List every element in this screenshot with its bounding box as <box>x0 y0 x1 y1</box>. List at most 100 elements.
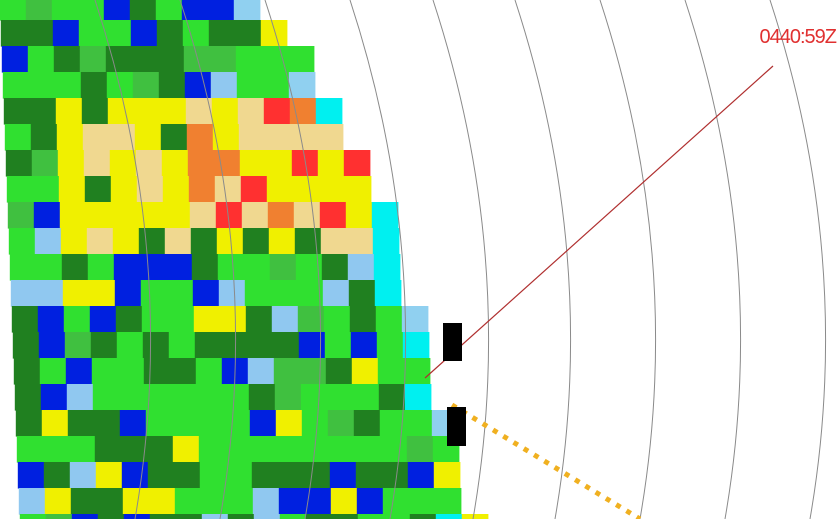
radar-cell <box>349 306 377 333</box>
radar-cell <box>81 98 109 125</box>
radar-cell <box>146 436 174 463</box>
radar-cell <box>405 410 433 437</box>
radar-cell <box>31 150 59 177</box>
radar-cell <box>246 332 274 359</box>
radar-cell <box>315 98 343 125</box>
radar-cell <box>12 332 40 359</box>
radar-cell <box>201 514 229 519</box>
radar-cell <box>434 488 462 515</box>
radar-cell <box>374 280 402 307</box>
radar-cell <box>71 514 99 519</box>
radar-cell <box>159 98 187 125</box>
radar-cell <box>59 202 87 229</box>
radar-cell <box>322 280 350 307</box>
radar-cell <box>253 514 281 519</box>
radar-cell <box>318 176 346 203</box>
forecast-path <box>450 402 642 519</box>
radar-cell <box>38 332 66 359</box>
radar-cell <box>190 228 218 255</box>
radar-cell <box>193 306 221 333</box>
radar-cell <box>242 228 270 255</box>
radar-cell <box>403 358 431 385</box>
radar-cell <box>249 410 277 437</box>
radar-cell <box>130 20 158 47</box>
radar-cell <box>67 410 95 437</box>
radar-cell <box>61 254 89 281</box>
track-line <box>424 65 774 379</box>
radar-cell <box>32 176 60 203</box>
radar-cell <box>250 436 278 463</box>
radar-cell <box>354 436 382 463</box>
radar-cell <box>115 306 143 333</box>
radar-cell <box>262 72 290 99</box>
radar-cell <box>120 436 148 463</box>
radar-cell <box>238 124 266 151</box>
radar-cell <box>143 358 171 385</box>
radar-cell <box>274 384 302 411</box>
radar-cell <box>69 462 97 489</box>
radar-cell <box>408 488 436 515</box>
radar-cell <box>402 332 430 359</box>
radar-cell <box>209 46 237 73</box>
radar-cell <box>165 254 193 281</box>
radar-cell <box>53 46 81 73</box>
radar-cell <box>375 306 403 333</box>
radar-cell <box>70 488 98 515</box>
radar-cell <box>248 384 276 411</box>
radar-cell <box>82 124 110 151</box>
radar-cell <box>8 228 36 255</box>
radar-cell <box>28 72 56 99</box>
radar-cell <box>83 150 111 177</box>
range-ring <box>179 0 237 519</box>
radar-cell <box>346 228 374 255</box>
radar-cell <box>52 20 80 47</box>
radar-cell <box>145 410 173 437</box>
range-ring <box>349 0 407 519</box>
radar-cell <box>118 384 146 411</box>
radar-cell <box>123 514 151 519</box>
radar-cell <box>33 202 61 229</box>
radar-cell <box>187 150 215 177</box>
radar-cell <box>103 0 131 21</box>
radar-cell <box>371 202 399 229</box>
radar-cell <box>217 254 245 281</box>
radar-cell <box>78 20 106 47</box>
radar-cell <box>104 20 132 47</box>
radar-cell <box>319 202 347 229</box>
radar-cell <box>18 488 46 515</box>
radar-cell <box>184 72 212 99</box>
radar-cell <box>156 20 184 47</box>
marker-cell <box>447 407 466 446</box>
radar-cell <box>208 20 236 47</box>
radar-cell <box>276 436 304 463</box>
radar-cell <box>88 280 116 307</box>
radar-cell <box>227 514 255 519</box>
radar-cell <box>356 488 384 515</box>
radar-cell <box>44 488 72 515</box>
radar-cell <box>236 72 264 99</box>
radar-cell <box>181 0 209 21</box>
radar-cell <box>43 462 71 489</box>
radar-cell <box>37 306 65 333</box>
radar-cell <box>158 72 186 99</box>
radar-cell <box>77 0 105 21</box>
radar-cell <box>11 306 39 333</box>
radar-cell <box>382 488 410 515</box>
radar-cell <box>29 98 57 125</box>
radar-cell <box>277 462 305 489</box>
radar-cell <box>175 514 203 519</box>
radar-cell <box>3 98 31 125</box>
radar-cell <box>377 358 405 385</box>
radar-cell <box>378 384 406 411</box>
range-ring <box>432 0 490 519</box>
radar-cell <box>30 124 58 151</box>
radar-cell <box>91 358 119 385</box>
radar-cell <box>66 384 94 411</box>
radar-cell <box>260 20 288 47</box>
radar-cell <box>6 176 34 203</box>
radar-cell <box>214 176 242 203</box>
range-ring <box>514 0 572 519</box>
radar-cell <box>266 176 294 203</box>
radar-cell <box>343 150 371 177</box>
